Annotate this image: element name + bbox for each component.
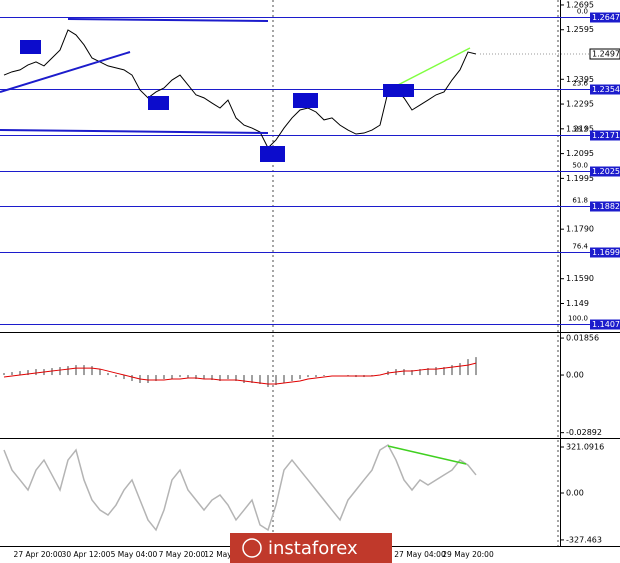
- fib-price-label: 1.2025: [592, 167, 620, 176]
- y-tick-label: 1.2595: [566, 25, 594, 34]
- logo-icon: [242, 538, 262, 558]
- price-tag: [590, 12, 620, 23]
- x-tick-label: 30 Apr 12:00: [62, 550, 111, 559]
- price-tag: [589, 48, 620, 60]
- vertical-separators: [272, 0, 559, 546]
- price-line: [3, 443, 477, 532]
- logo-box: [230, 533, 392, 563]
- signal-box: [383, 84, 414, 97]
- y-tick-label: 321.0916: [566, 443, 604, 452]
- y-tick-label: 0.01856: [566, 334, 599, 343]
- price-tag: [590, 201, 620, 212]
- y-tick-label: 1.1790: [566, 225, 594, 234]
- y-tick-label: 0.00: [566, 371, 584, 380]
- fib-level-label: 23.6: [572, 80, 588, 88]
- fib-level-label: 61.8: [572, 197, 588, 205]
- divergence-line: [391, 47, 471, 89]
- x-tick-label: 27 Apr 20:00: [14, 550, 63, 559]
- fib-price-label: 1.1882: [592, 202, 620, 211]
- y-tick-label: 1.1995: [566, 174, 594, 183]
- price-tag: [590, 166, 620, 177]
- channel-line: [0, 129, 269, 134]
- signal-box: [148, 96, 169, 110]
- fib-level-label: 76.4: [572, 243, 588, 251]
- fib-level-label: 0.0: [577, 8, 588, 16]
- current-price-label: 1.2497: [592, 50, 620, 59]
- price-tag: [590, 84, 620, 95]
- fib-price-label: 1.2354: [592, 85, 620, 94]
- fib-price-label: 1.1407: [592, 320, 620, 329]
- fib-level-label: 50.0: [572, 162, 588, 170]
- signal-box: [20, 40, 41, 54]
- signal-box: [260, 146, 285, 162]
- y-tick-label: -327.463: [566, 535, 602, 544]
- x-tick-label: 5 May 04:00: [111, 550, 158, 559]
- y-tick-label: 1.1590: [566, 274, 594, 283]
- y-tick-label: -0.02892: [566, 428, 602, 437]
- y-tick-label: 1.2695: [566, 0, 594, 9]
- fib-level-label: 38.2: [572, 126, 588, 134]
- y-tick-label: 1.2295: [566, 100, 594, 109]
- fib-price-label: 1.2171: [592, 131, 620, 140]
- watermark: instaforex: [268, 538, 358, 559]
- y-tick-label: 1.2095: [566, 149, 594, 158]
- y-tick-label: 1.149: [566, 299, 589, 308]
- annotations: [0, 18, 471, 465]
- price-tag: [590, 130, 620, 141]
- y-tick-label: 1.2195: [566, 124, 594, 133]
- price-tag: [590, 319, 620, 330]
- y-tick-label: 1.2395: [566, 75, 594, 84]
- fib-price-label: 1.1699: [592, 248, 620, 257]
- x-tick-label: 7 May 20:00: [159, 550, 206, 559]
- channel-line: [67, 18, 269, 22]
- x-tick-label: 27 May 04:00: [394, 550, 446, 559]
- fib-level-label: 100.0: [568, 315, 588, 323]
- trend-line: [0, 51, 131, 93]
- signal-line: [3, 362, 477, 385]
- price-tag: [590, 247, 620, 258]
- y-tick-label: 0.00: [566, 489, 584, 498]
- fib-price-label: 1.2647: [592, 13, 620, 22]
- signal-box: [293, 93, 318, 108]
- x-tick-label: 29 May 20:00: [442, 550, 494, 559]
- divergence-line: [387, 445, 467, 465]
